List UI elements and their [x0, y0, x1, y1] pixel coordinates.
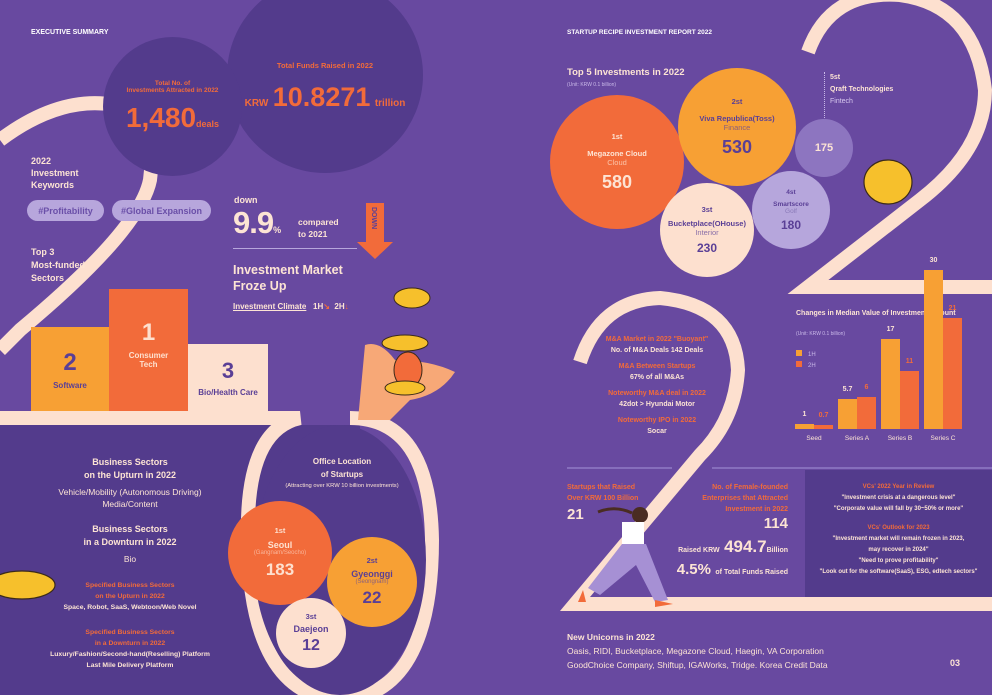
investment-qraft: 175 [795, 119, 853, 177]
female-raised: Raised KRW 494.7Billion [678, 537, 788, 556]
keyword-tag: #Global Expansion [112, 200, 211, 221]
female-value: 114 [763, 515, 788, 532]
ma-summary: M&A Market in 2022 "Buoyant" No. of M&A D… [605, 336, 709, 435]
vc-review: VCs' 2022 Year in Review "Investment cris… [819, 484, 978, 575]
bar-2H-series-b [900, 370, 919, 429]
funds-label: Total Funds Raised in 2022 [276, 61, 374, 70]
down-value: 9.9% [233, 205, 281, 240]
upturn-sectors: Business Sectors on the Upturn in 2022 Ve… [58, 457, 202, 509]
bar-value-label: 17 [886, 325, 895, 333]
x-tick-label: Series B [887, 435, 913, 442]
downturn-sectors: Business Sectors in a Downturn in 2022 Bi… [83, 524, 177, 564]
top5-unit: (Unit: KRW 0.1 billion) [567, 82, 617, 88]
keywords-title: 2022 Investment Keywords [31, 156, 79, 190]
bar-value-label: 30 [929, 257, 938, 264]
hand-with-coins-icon [358, 334, 455, 420]
sectors-title: Top 3 Most-funded Sectors [31, 247, 85, 283]
page-number: 03 [950, 658, 961, 668]
deals-unit: deals [196, 118, 220, 129]
x-tick-label: Series C [930, 435, 956, 442]
investment-megazone: 1st Megazone Cloud Cloud 580 [550, 95, 684, 229]
down-arrow-icon: DOWN [366, 203, 384, 243]
investment-bucketplace: 3st Bucketplace(OHouse) Interior 230 [660, 183, 754, 277]
bar-2H-series-a [857, 397, 876, 429]
bar-2H-series-c [943, 317, 962, 429]
podium-3-bio: 3 Bio/Health Care [188, 344, 268, 411]
chart-unit: (Unit: KRW 0.1 billion) [796, 331, 846, 337]
top5-title: Top 5 Investments in 2022 [567, 67, 685, 78]
female-label: No. of Female-founded Enterprises that At… [702, 484, 788, 513]
arrow-head [357, 242, 393, 259]
deals-label: Total No. of [154, 79, 191, 87]
specified-downturn: Specified Business Sectors in a Downturn … [50, 629, 210, 669]
down-arrow-icon: ↓ [344, 302, 349, 311]
deals-value: 1,480 [125, 101, 197, 133]
female-pct: 4.5% of Total Funds Raised [676, 561, 788, 578]
deals-value-row: 1,480deals [126, 102, 219, 134]
compared-text: compared to 2021 [298, 217, 339, 239]
office-seoul: 1st Seoul (Gangnam/Seocho) 183 [228, 501, 332, 605]
leader-line [824, 72, 825, 118]
bar-1H-series-a [838, 398, 857, 429]
investment-viva-republica: 2st Viva Republica(Toss) Finance 530 [678, 68, 796, 186]
funds-unit: trillion [374, 98, 406, 109]
total-funds-circle: Total Funds Raised in 2022 KRW 10.8271 t… [227, 0, 423, 173]
raised100-label: Startups that Raised Over KRW 100 Billion [567, 484, 639, 502]
bar-1H-series-c [924, 270, 943, 429]
x-tick-label: Series A [844, 435, 870, 442]
report-header: STARTUP RECIPE INVESTMENT REPORT 2022 [567, 29, 712, 36]
investment-smartscore: 4st Smartscore Golf 180 [752, 171, 830, 249]
divider [233, 248, 357, 249]
legend-1h: 1H [796, 350, 816, 361]
coin-icon [0, 159, 913, 600]
bar-1H-series-b [881, 338, 900, 429]
funds-value: 10.8271 [272, 82, 371, 112]
podium-2-software: 2 Software [31, 327, 109, 411]
deals-label: Investments Attracted in 2022 [126, 86, 219, 94]
down-word: down [234, 195, 258, 205]
funds-prefix: KRW [244, 98, 269, 109]
runner-illustration [578, 507, 673, 607]
office-daejeon: 3st Daejeon 12 [276, 598, 346, 668]
investment-climate: Investment Climate 1H↘ 2H↓ [233, 302, 349, 311]
market-title: Investment Market Froze Up [233, 263, 343, 293]
office-gyeonggi: 2st Gyeonggi (Seongnam) 22 [327, 537, 417, 627]
chart-title: Changes in Median Value of Investment Am… [796, 310, 956, 317]
section-header: EXECUTIVE SUMMARY [31, 29, 109, 36]
office-location-title: Office Location of Startups (Attracting o… [285, 457, 399, 489]
chart-legend: 1H 2H [796, 350, 816, 372]
new-unicorns: New Unicorns in 2022 Oasis, RIDI, Bucketp… [567, 632, 828, 670]
bar-value-label: 0.7 [818, 412, 829, 420]
down-right-arrow-icon: ↘ [323, 302, 330, 311]
x-tick-label: Seed [806, 435, 822, 442]
raised100-value: 21 [567, 506, 584, 523]
total-deals-circle: Total No. of Investments Attracted in 20… [103, 37, 242, 176]
bar-value-label: 11 [905, 357, 914, 365]
bar-value-label: 21 [948, 304, 957, 312]
bar-value-label: 1 [802, 410, 807, 418]
specified-upturn: Specified Business Sectors on the Upturn … [63, 582, 197, 611]
funds-value-row: KRW 10.8271 trillion [245, 82, 406, 113]
keyword-tag: #Profitability [27, 200, 104, 221]
bar-value-label: 6 [864, 384, 869, 392]
qraft-label: 5st Qraft Technologies Fintech [830, 74, 894, 105]
bar-2H-seed [814, 425, 833, 429]
bar-value-label: 5.7 [842, 385, 853, 393]
podium-1-consumer-tech: 1 Consumer Tech [109, 289, 188, 411]
legend-2h: 2H [796, 361, 816, 372]
bar-1H-seed [795, 423, 814, 429]
